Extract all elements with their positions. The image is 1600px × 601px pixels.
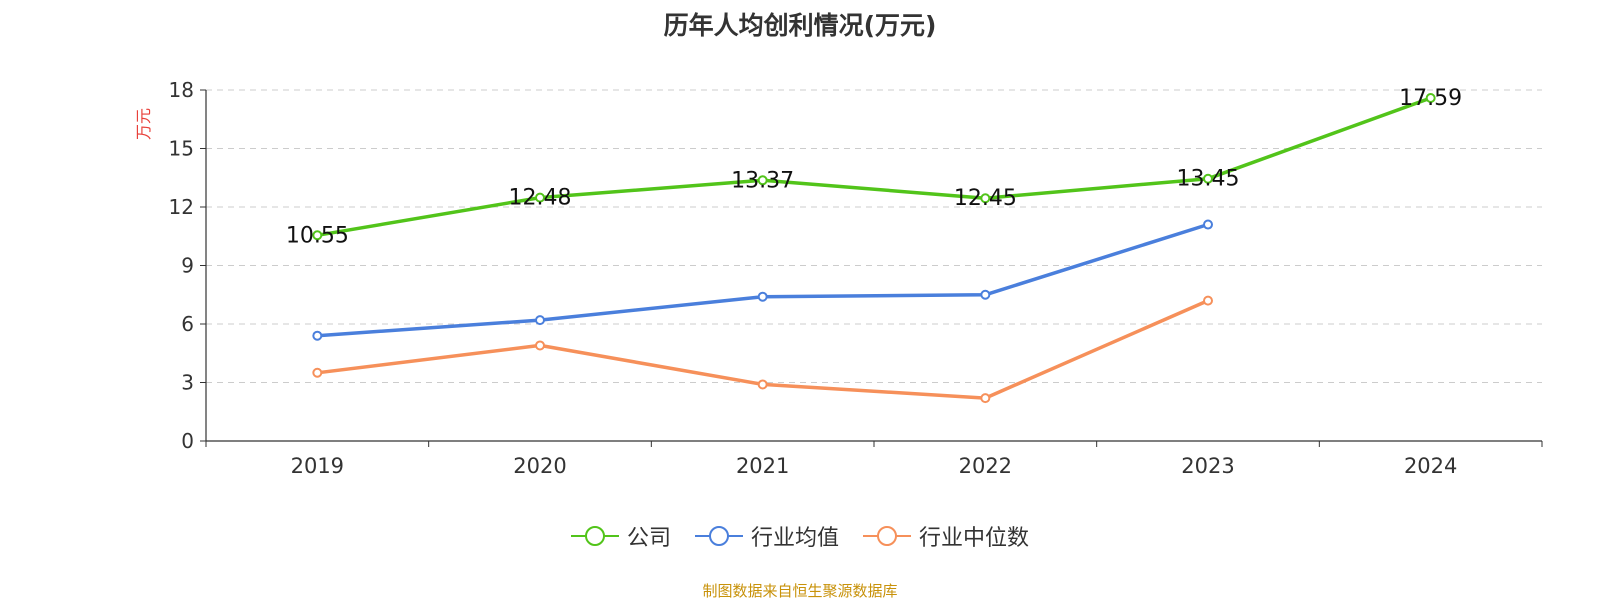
legend-label: 公司 bbox=[626, 526, 671, 551]
legend-marker-icon bbox=[570, 526, 619, 546]
series-layer bbox=[312, 92, 1436, 404]
data-point bbox=[757, 379, 768, 390]
series-line-1 bbox=[317, 222, 1209, 338]
data-point bbox=[535, 340, 545, 351]
legend-marker-icon bbox=[863, 526, 911, 546]
chart-title: 历年人均创利情况(万元) bbox=[663, 11, 937, 40]
legend-item[interactable]: 行业中位数 bbox=[863, 520, 1029, 552]
y-tick-label: 0 bbox=[181, 429, 194, 453]
data-point bbox=[1203, 219, 1213, 230]
data-point bbox=[312, 330, 323, 341]
legend-marker-icon bbox=[694, 526, 743, 546]
data-label: 17.59 bbox=[1399, 86, 1462, 111]
legend-item[interactable]: 公司 bbox=[570, 520, 671, 552]
data-point bbox=[1203, 295, 1213, 306]
y-tick-label: 9 bbox=[181, 254, 194, 278]
legend-label: 行业中位数 bbox=[919, 526, 1030, 551]
data-point bbox=[980, 193, 991, 204]
x-tick-label: 2022 bbox=[959, 454, 1012, 478]
data-label: 12.45 bbox=[954, 186, 1017, 211]
data-label: 10.55 bbox=[286, 223, 349, 248]
legend-item[interactable]: 行业均值 bbox=[694, 520, 839, 552]
x-tick-label: 2023 bbox=[1181, 454, 1234, 478]
legend: 公司 行业均值 行业中位数 bbox=[0, 520, 1600, 552]
y-tick-label: 18 bbox=[169, 78, 194, 102]
y-tick-label: 6 bbox=[181, 312, 194, 336]
data-point bbox=[980, 289, 991, 300]
data-point bbox=[757, 291, 768, 302]
data-point bbox=[535, 315, 545, 326]
y-tick-label: 15 bbox=[169, 137, 194, 161]
axis-layer: 0 3 6 9 12 15 18 2019 2020 2021 2022 2023 2024 万元 bbox=[134, 78, 1543, 478]
x-tick-label: 2019 bbox=[291, 454, 344, 478]
y-axis-label: 万元 bbox=[134, 108, 153, 140]
x-tick-label: 2020 bbox=[513, 454, 566, 478]
y-tick-label: 3 bbox=[181, 371, 194, 395]
data-point bbox=[312, 230, 323, 241]
data-label: 13.37 bbox=[731, 168, 794, 193]
data-point bbox=[980, 393, 991, 404]
y-tick-label: 12 bbox=[169, 195, 194, 219]
data-label: 13.45 bbox=[1177, 167, 1240, 192]
grid-layer bbox=[206, 89, 1542, 383]
data-point bbox=[1425, 92, 1436, 103]
x-tick-label: 2021 bbox=[736, 454, 789, 478]
data-point bbox=[312, 367, 323, 378]
label-layer: 10.55 12.48 13.37 12.45 13.45 17.59 bbox=[286, 86, 1462, 248]
data-label: 12.48 bbox=[509, 186, 572, 211]
data-point bbox=[757, 175, 768, 186]
data-point bbox=[1203, 173, 1213, 184]
x-tick-label: 2024 bbox=[1404, 454, 1457, 478]
legend-label: 行业均值 bbox=[750, 526, 839, 551]
data-point bbox=[535, 192, 545, 203]
source-note: 制图数据来自恒生聚源数据库 bbox=[702, 582, 898, 600]
series-line-0 bbox=[317, 96, 1432, 238]
